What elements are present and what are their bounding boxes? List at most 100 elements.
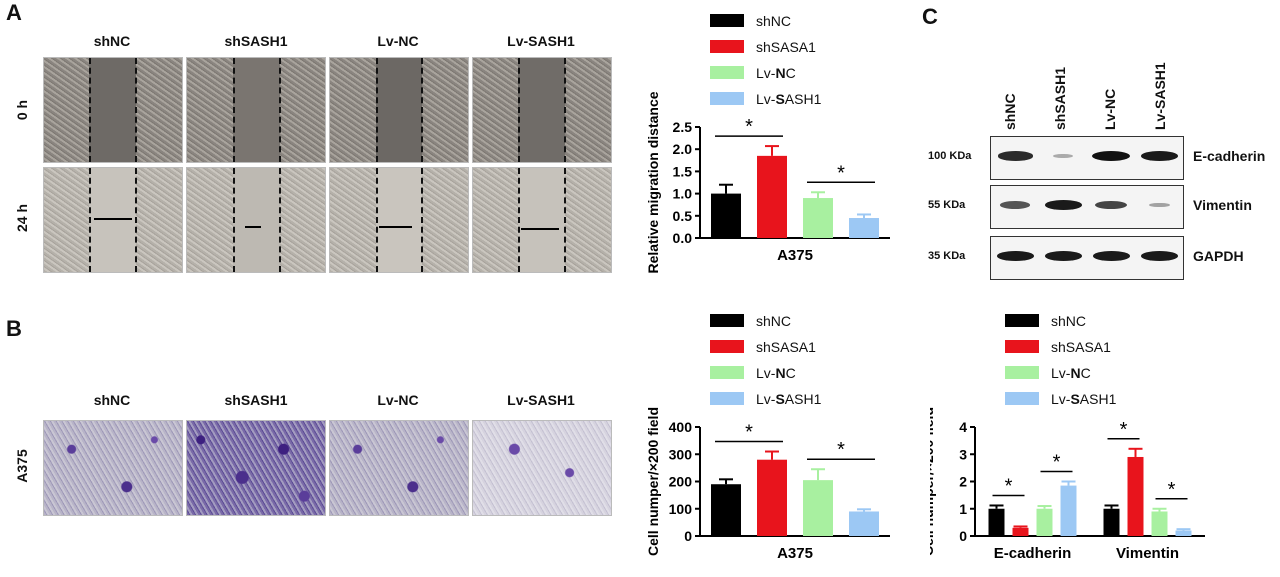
bar: [1036, 508, 1053, 536]
wound-image-lv-nc-0h: [329, 57, 469, 163]
blot-e-cadherin: [990, 136, 1184, 180]
y-tick-label: 0: [684, 528, 692, 544]
bar: [849, 511, 879, 536]
legend-label: Lv-SASH1: [1051, 391, 1117, 407]
blot-marker-label: 55 KDa: [928, 199, 966, 211]
significance-marker: *: [837, 439, 845, 461]
legend-swatch: [710, 314, 744, 327]
bar: [1012, 527, 1029, 536]
legend-label: shNC: [756, 13, 791, 29]
lane-label-lv-sash1: Lv-SASH1: [1152, 62, 1168, 130]
y-tick-label: 400: [669, 419, 693, 435]
y-tick-label: 2.0: [673, 141, 693, 157]
legend-swatch: [710, 366, 744, 379]
significance-marker: *: [1168, 479, 1176, 501]
y-axis-label: Relative migration distance: [645, 91, 661, 273]
bar: [757, 459, 787, 536]
wound-image-lv-sash1-24h: [472, 167, 612, 273]
blot-band: [1095, 200, 1127, 210]
lane-label-lv-nc: Lv-NC: [1102, 88, 1118, 130]
row-label-24h: 24 h: [14, 204, 30, 233]
legend-chart-transwell: shNC shSASA1 Lv-NC Lv-SASH1: [710, 313, 822, 407]
significance-marker: *: [1120, 419, 1128, 441]
blot-band: [997, 151, 1033, 161]
blot-band: [1140, 251, 1178, 261]
wound-image-shnc-24h: [43, 167, 183, 273]
column-label-shnc: shNC: [93, 33, 131, 49]
bar: [1151, 511, 1168, 536]
legend-label: Lv-NC: [756, 365, 796, 381]
legend-swatch: [1005, 314, 1039, 327]
y-tick-label: 1: [959, 501, 967, 517]
blot-band: [1000, 201, 1030, 209]
legend-swatch: [710, 66, 744, 79]
chart-migration: shNC shSASA1 Lv-NC Lv-SASH1 0.0 0.5 1.0 1.5 2.0…: [645, 13, 890, 274]
column-label-shsash1: shSASH1: [224, 33, 288, 49]
bar: [803, 198, 833, 238]
legend-label: shSASA1: [756, 39, 816, 55]
wound-image-lv-sash1-0h: [472, 57, 612, 163]
wound-image-shsash1-24h: [186, 167, 326, 273]
column-label-shnc-b: shNC: [93, 392, 131, 408]
bar: [1103, 508, 1120, 536]
y-tick-label: 100: [669, 501, 693, 517]
column-label-shsash1-b: shSASH1: [224, 392, 288, 408]
blot-band: [1140, 151, 1178, 161]
y-tick-label: 0: [959, 528, 967, 544]
wound-image-lv-nc-24h: [329, 167, 469, 273]
bar: [711, 193, 741, 238]
legend-label: Lv-NC: [1051, 365, 1091, 381]
blot-band: [1053, 153, 1073, 159]
bar: [1175, 530, 1192, 536]
significance-marker: *: [745, 422, 753, 444]
legend-label: Lv-NC: [756, 65, 796, 81]
y-tick-label: 4: [959, 419, 967, 435]
x-tick-label: A375: [777, 545, 813, 562]
blot-protein-label: Vimentin: [1193, 197, 1252, 213]
significance-marker: *: [1053, 452, 1061, 474]
legend-swatch: [710, 392, 744, 405]
y-tick-label: 0.0: [673, 230, 693, 246]
chart-emt-markers: shNC shSASA1 Lv-NC Lv-SASH1 0 1 2 3 4 Cell numpe…: [930, 313, 1205, 562]
y-axis-label: Cell numper/×200 field: [930, 407, 936, 556]
transwell-image-lv-nc: [329, 420, 469, 516]
blot-marker-label: 35 KDa: [928, 250, 966, 262]
bar: [988, 508, 1005, 536]
chart-transwell: shNC shSASA1 Lv-NC Lv-SASH1 0 100 200 300 400 Ce…: [645, 313, 890, 562]
lane-label-shsash1: shSASH1: [1052, 66, 1068, 130]
significance-marker: *: [1005, 475, 1013, 497]
y-tick-label: 2: [959, 474, 967, 490]
wound-image-shnc-0h: [43, 57, 183, 163]
legend-label: Lv-SASH1: [756, 91, 822, 107]
legend-swatch: [710, 340, 744, 353]
legend-label: Lv-SASH1: [756, 391, 822, 407]
row-label-0h: 0 h: [14, 99, 30, 121]
significance-marker: *: [837, 162, 845, 184]
y-axis-label: Cell numper/×200 field: [645, 407, 661, 556]
transwell-image-shnc: [43, 420, 183, 516]
legend-swatch: [1005, 366, 1039, 379]
legend-label: shNC: [756, 313, 791, 329]
blot-band: [1092, 251, 1130, 261]
x-tick-label: A375: [777, 247, 813, 264]
y-tick-label: 300: [669, 446, 693, 462]
y-tick-label: 3: [959, 446, 967, 462]
blot-marker-label: 100 KDa: [928, 150, 972, 162]
y-tick-label: 1.0: [673, 186, 693, 202]
legend-swatch: [710, 40, 744, 53]
y-tick-label: 0.5: [673, 208, 693, 224]
blot-protein-label: E-cadherin: [1193, 148, 1266, 164]
legend-swatch: [710, 92, 744, 105]
bar: [1127, 456, 1144, 536]
blot-band: [996, 251, 1034, 261]
legend-label: shSASA1: [1051, 339, 1111, 355]
legend-swatch: [1005, 340, 1039, 353]
bar: [1060, 485, 1077, 536]
blot-gapdh: [990, 236, 1184, 280]
panel-label-c: C: [922, 4, 938, 29]
bar: [711, 484, 741, 536]
blot-band: [1092, 151, 1130, 161]
legend-chart-emt: shNC shSASA1 Lv-NC Lv-SASH1: [1005, 313, 1117, 407]
panel-label-a: A: [6, 0, 22, 25]
transwell-image-shsash1: [186, 420, 326, 516]
